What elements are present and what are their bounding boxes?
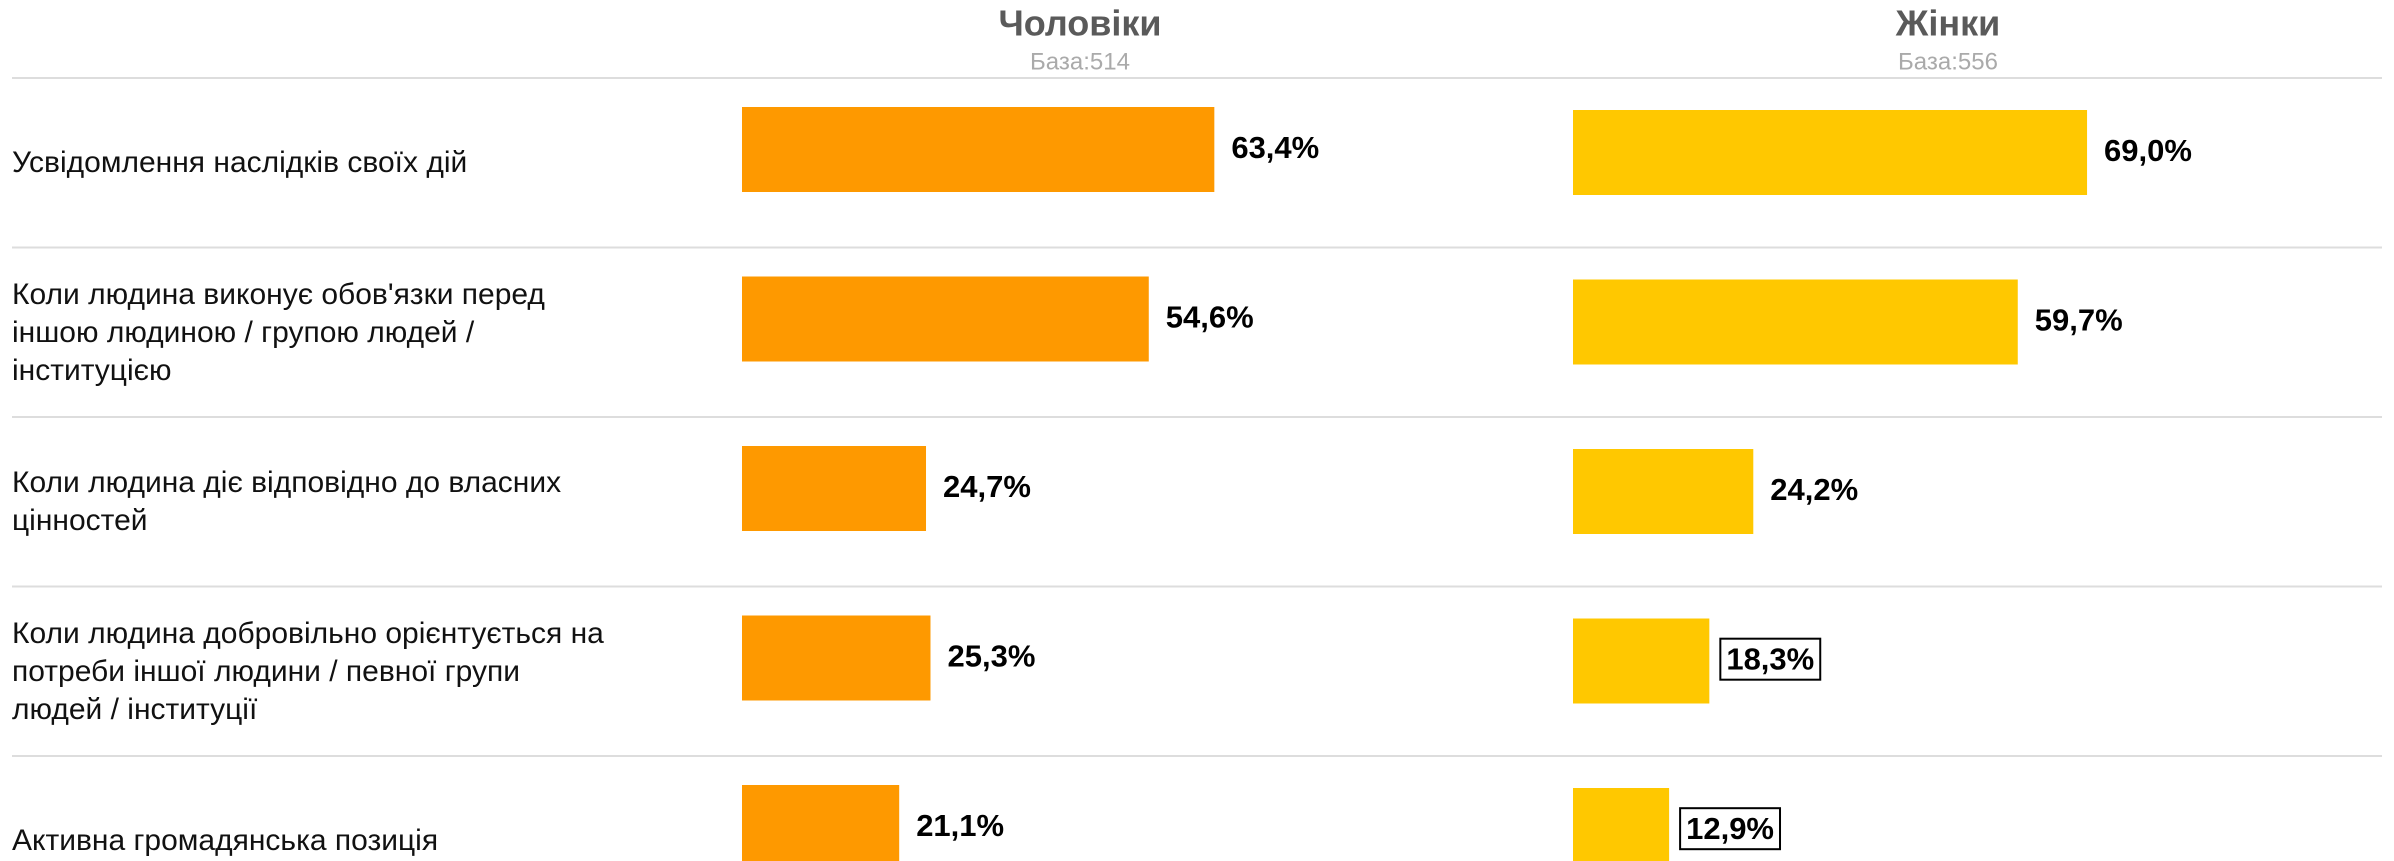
value-label: 21,1% (916, 808, 1004, 843)
base-label: База:514 (1030, 48, 1130, 75)
series-name: Жінки (1895, 3, 2000, 44)
value-label: 54,6% (1166, 300, 1254, 335)
bar (1573, 110, 2088, 195)
value-label: 69,0% (2104, 133, 2192, 168)
value-label: 12,9% (1686, 811, 1774, 846)
value-label: 18,3% (1726, 642, 1814, 677)
category-label: Активна громадянська позиція (12, 824, 439, 857)
value-label: 24,2% (1770, 472, 1858, 507)
bar (1573, 449, 1754, 534)
bar (1573, 279, 2018, 365)
bar (742, 107, 1215, 192)
category-label: Коли людина добровільно орієнтується на … (12, 616, 604, 726)
series-name: Чоловіки (998, 3, 1161, 44)
bar (1573, 788, 1670, 861)
bar (742, 446, 927, 531)
bar (742, 785, 900, 861)
label-box (1679, 807, 1782, 851)
label-box (1719, 637, 1822, 681)
value-label: 63,4% (1231, 130, 1319, 165)
bar (742, 276, 1149, 362)
category-label: Коли людина діє відповідно до власних ці… (12, 466, 562, 537)
value-label: 59,7% (2035, 303, 2123, 338)
value-label: 25,3% (947, 639, 1035, 674)
value-label: 24,7% (943, 469, 1031, 504)
bar (742, 615, 931, 701)
category-label: Коли людина виконує обов'язки перед іншо… (12, 277, 545, 387)
bar (1573, 618, 1710, 704)
base-label: База:556 (1898, 48, 1998, 75)
category-label: Усвідомлення наслідків своїх дій (12, 146, 468, 179)
